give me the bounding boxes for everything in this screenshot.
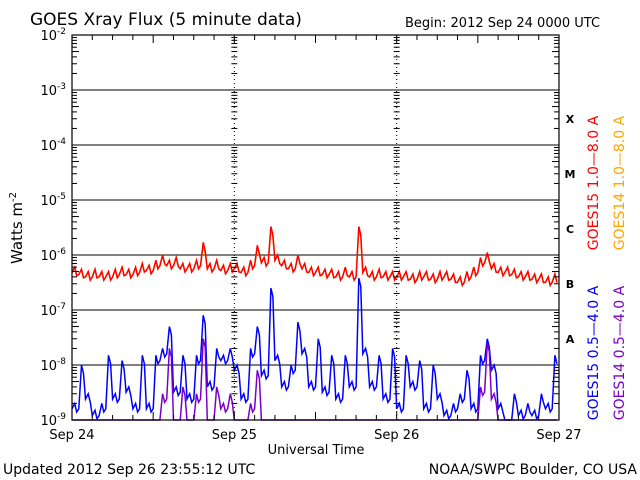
begin-time: Begin: 2012 Sep 24 0000 UTC <box>405 16 600 31</box>
x-axis-label: Universal Time <box>268 443 365 458</box>
chart-title: GOES Xray Flux (5 minute data) <box>30 10 302 30</box>
legend-entry: GOES14 1.0—8.0 A <box>612 115 628 250</box>
series-line <box>71 228 558 288</box>
y-tick-label: 10-8 <box>40 357 66 374</box>
y-tick-label: 10-2 <box>40 27 66 44</box>
flare-class-label: M <box>565 168 576 181</box>
grid <box>72 35 559 420</box>
updated-time: Updated 2012 Sep 26 23:55:12 UTC <box>3 462 256 478</box>
x-tick-label: Sep 24 <box>49 428 94 443</box>
x-tick-label: Sep 25 <box>212 428 257 443</box>
x-tick-label: Sep 26 <box>374 428 419 443</box>
y-tick-label: 10-7 <box>40 302 66 319</box>
legend: GOES15 1.0—8.0 A GOES14 1.0—8.0 A GOES15 0… <box>586 115 628 420</box>
y-tick-label: 10-9 <box>40 412 66 429</box>
credit: NOAA/SWPC Boulder, CO USA <box>429 462 638 478</box>
series-line <box>71 226 558 288</box>
legend-entry: GOES15 1.0—8.0 A <box>586 115 602 250</box>
x-tick-label: Sep 27 <box>536 428 581 443</box>
y-tick-label: 10-3 <box>40 82 66 99</box>
legend-entry: GOES15 0.5—4.0 A <box>586 285 602 420</box>
flare-class-label: B <box>566 278 574 291</box>
legend-entry: GOES14 0.5—4.0 A <box>612 285 628 420</box>
series-group <box>71 226 558 421</box>
y-axis-label: Watts m-2 <box>8 192 26 264</box>
flare-class-label: X <box>566 113 575 126</box>
flare-class-label: C <box>566 223 574 236</box>
flare-class-label: A <box>566 333 575 346</box>
series-line <box>71 277 558 421</box>
y-tick-label: 10-6 <box>40 247 66 264</box>
y-tick-label: 10-4 <box>40 137 66 154</box>
y-tick-label: 10-5 <box>40 192 66 209</box>
